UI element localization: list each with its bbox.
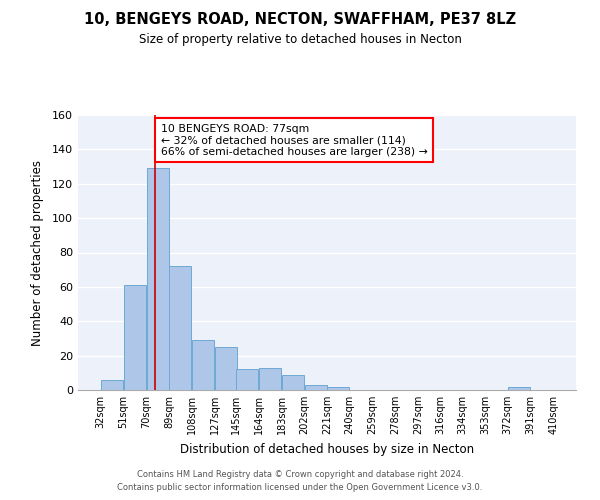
Text: 10, BENGEYS ROAD, NECTON, SWAFFHAM, PE37 8LZ: 10, BENGEYS ROAD, NECTON, SWAFFHAM, PE37… (84, 12, 516, 28)
Bar (508, 386, 530, 390)
Bar (327, 386, 349, 390)
X-axis label: Distribution of detached houses by size in Necton: Distribution of detached houses by size … (180, 442, 474, 456)
Text: Size of property relative to detached houses in Necton: Size of property relative to detached ho… (139, 32, 461, 46)
Bar (124, 285, 146, 390)
Bar (259, 368, 281, 390)
Text: Contains public sector information licensed under the Open Government Licence v3: Contains public sector information licen… (118, 484, 482, 492)
Bar (101, 380, 123, 390)
Bar (169, 266, 191, 390)
Bar (146, 168, 169, 390)
Text: 10 BENGEYS ROAD: 77sqm
← 32% of detached houses are smaller (114)
66% of semi-de: 10 BENGEYS ROAD: 77sqm ← 32% of detached… (161, 124, 427, 157)
Bar (305, 385, 327, 390)
Bar (192, 340, 214, 390)
Text: Contains HM Land Registry data © Crown copyright and database right 2024.: Contains HM Land Registry data © Crown c… (137, 470, 463, 479)
Bar (215, 347, 237, 390)
Bar (282, 374, 304, 390)
Bar (236, 370, 259, 390)
Y-axis label: Number of detached properties: Number of detached properties (31, 160, 44, 346)
